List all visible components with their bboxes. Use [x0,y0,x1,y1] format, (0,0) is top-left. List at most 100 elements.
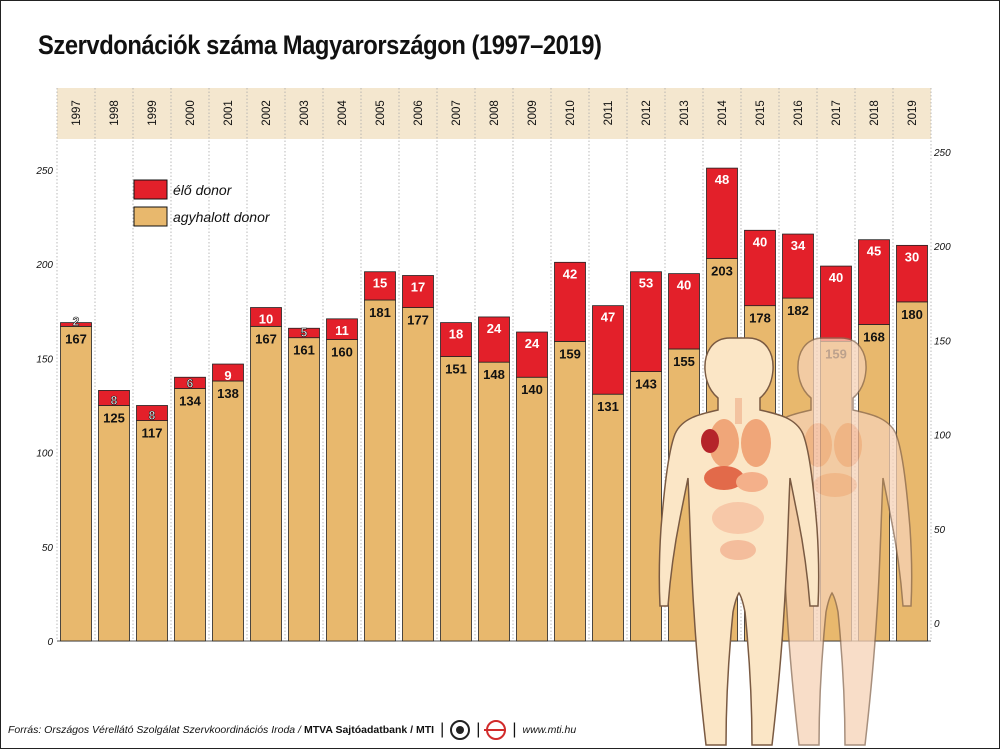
x-tick-year: 2012 [641,100,653,126]
bar-living [60,322,92,327]
bar-living [478,316,510,363]
x-tick-year: 2009 [527,100,539,126]
bar-living [288,327,320,339]
y-tick-right: 0 [934,619,940,630]
data-label-braindead: 203 [711,264,733,279]
data-label-braindead: 134 [179,394,201,409]
x-tick-year: 2007 [451,100,463,126]
data-label-braindead: 160 [331,345,353,360]
bar-living [250,307,282,327]
data-label-living: 2 [73,314,80,328]
bar-living [364,271,396,301]
bar-living [782,233,814,299]
bar-living [858,239,890,325]
x-tick-year: 2010 [565,100,577,126]
y-tick-left: 100 [36,449,53,460]
data-label-living: 24 [525,336,540,351]
data-label-braindead: 182 [787,303,809,318]
bar-living [326,318,358,340]
data-label-braindead: 161 [293,343,315,358]
y-tick-right: 200 [933,242,951,253]
bar-living [212,363,244,382]
data-label-living: 6 [187,377,194,391]
x-tick-year: 2015 [755,100,767,126]
chart-title: Szervdonációk száma Magyarországon (1997… [38,30,602,60]
mti-logo-icon [484,720,507,740]
data-label-living: 24 [487,321,502,336]
data-label-living: 5 [301,326,308,340]
footer: Forrás: Országos Vérellátó Szolgálat Sze… [8,718,608,742]
bar-living [630,271,662,372]
y-tick-right: 250 [933,148,951,159]
data-label-braindead: 148 [483,367,505,382]
data-label-braindead: 155 [673,354,695,369]
data-label-living: 15 [373,276,387,291]
bar-braindead [212,380,244,642]
data-label-braindead: 180 [901,307,923,322]
bar-living [554,261,586,342]
legend-swatch-braindead [133,206,168,227]
legend-label-braindead: agyhalott donor [173,209,271,225]
x-tick-year: 2006 [413,100,425,126]
data-label-braindead: 181 [369,305,391,320]
y-tick-left: 0 [47,637,53,648]
bar-braindead [250,325,282,642]
footer-org: MTVA Sajtóadatbank / MTI [303,724,435,736]
bar-living [516,331,548,378]
bar-living [592,305,624,395]
data-label-living: 8 [149,409,156,423]
bar-braindead [136,420,168,642]
bar-braindead [60,325,92,642]
x-tick-year: 2013 [679,100,691,126]
bar-braindead [440,356,472,642]
data-label-braindead: 143 [635,377,657,392]
data-label-living: 48 [715,172,729,187]
y-tick-left: 200 [35,260,53,271]
data-label-braindead: 125 [103,411,125,426]
data-label-braindead: 131 [597,399,619,414]
data-label-living: 11 [335,323,349,338]
x-tick-year: 2005 [375,100,387,126]
data-label-braindead: 178 [749,311,771,326]
bar-braindead [478,361,510,642]
bar-living [440,322,472,357]
footer-separator: | [512,721,517,738]
x-tick-year: 2017 [831,100,843,126]
legend: élő donor agyhalott donor [133,179,271,227]
x-tick-year: 2003 [299,100,311,126]
x-tick-year: 2019 [907,100,919,126]
bar-braindead [630,371,662,642]
data-label-braindead: 167 [65,331,87,346]
data-label-living: 40 [677,278,691,293]
x-tick-year: 2011 [603,101,615,126]
data-label-living: 8 [111,394,118,408]
bar-braindead [554,341,586,642]
legend-label-living: élő donor [173,182,233,198]
data-label-living: 45 [867,244,881,259]
y-tick-right: 50 [934,525,946,536]
data-label-living: 53 [639,276,653,291]
data-label-living: 40 [753,234,767,249]
bar-braindead [98,405,130,642]
bar-living [896,244,928,303]
bar-living [402,275,434,308]
data-label-living: 18 [449,327,463,342]
data-label-living: 10 [259,312,273,327]
x-tick-year: 1998 [109,100,121,126]
mtva-logo-icon [450,720,471,740]
y-tick-left: 150 [36,354,53,365]
x-tick-year: 2001 [223,100,235,126]
bar-braindead [288,337,320,642]
data-label-braindead: 167 [255,331,277,346]
data-label-braindead: 151 [445,362,467,377]
bar-living [668,273,700,350]
x-tick-year: 2016 [793,100,805,126]
x-tick-year: 2000 [185,100,197,126]
data-label-living: 34 [791,238,806,253]
bar-braindead [592,393,624,642]
year-band [57,88,931,139]
data-label-braindead: 168 [863,329,885,344]
footer-source: Forrás: Országos Vérellátó Szolgálat Sze… [8,724,301,736]
footer-url[interactable]: www.mti.hu [522,724,577,736]
